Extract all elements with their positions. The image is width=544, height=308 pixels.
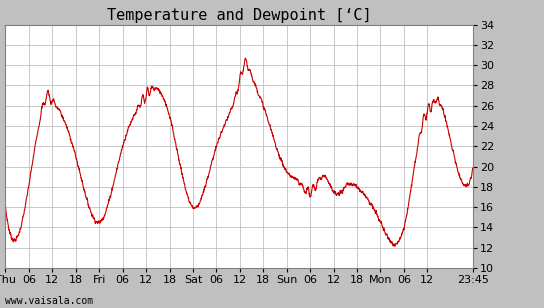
- Text: www.vaisala.com: www.vaisala.com: [5, 297, 94, 306]
- Title: Temperature and Dewpoint [‘C]: Temperature and Dewpoint [‘C]: [107, 9, 372, 23]
